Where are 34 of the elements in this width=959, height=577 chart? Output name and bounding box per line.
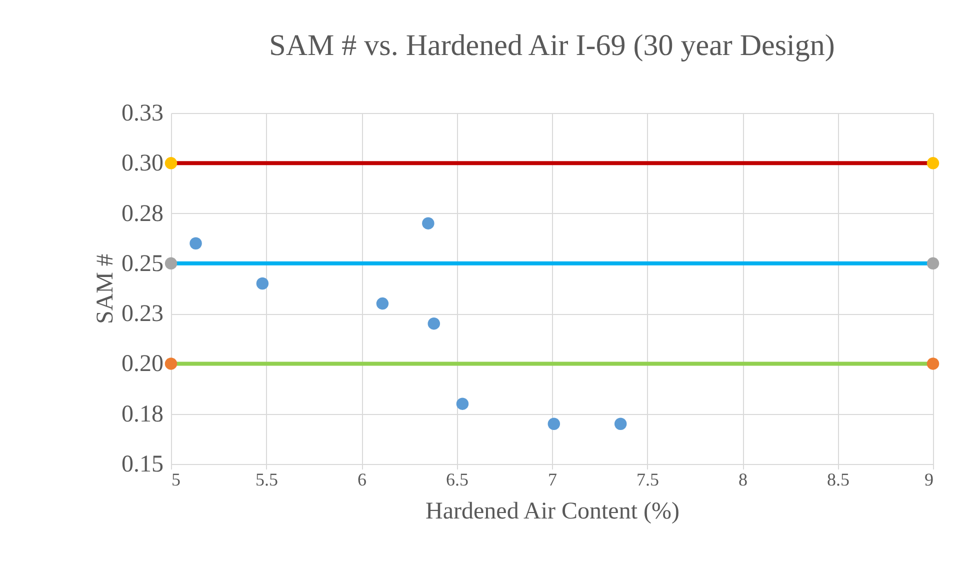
point	[256, 277, 269, 290]
point	[376, 297, 389, 310]
y-tick-label: 0.30	[122, 150, 164, 177]
y-tick-label: 0.20	[122, 351, 164, 378]
point	[548, 418, 560, 430]
point	[422, 217, 434, 230]
point	[456, 398, 469, 410]
x-tick-label: 7	[548, 470, 557, 490]
x-tick-label: 9	[924, 470, 934, 490]
point	[926, 257, 940, 270]
point	[428, 317, 440, 330]
x-tick-label: 8	[738, 470, 748, 490]
y-tick-label: 0.18	[122, 401, 164, 428]
x-tick-label: 6.5	[446, 470, 468, 490]
y-tick-label: 0.28	[122, 200, 164, 227]
point	[614, 418, 627, 430]
point	[164, 257, 178, 270]
y-tick-label: 0.23	[122, 301, 164, 328]
point	[926, 358, 940, 370]
point	[164, 358, 178, 370]
y-axis-title: SAM #	[92, 254, 118, 324]
point	[926, 157, 940, 170]
point	[190, 237, 202, 250]
x-tick-label: 5	[172, 470, 180, 490]
x-tick-label: 5.5	[256, 470, 278, 490]
y-tick-label: 0.15	[122, 452, 164, 478]
y-tick-label: 0.33	[122, 100, 164, 126]
x-tick-label: 6	[358, 470, 366, 490]
chart-title: SAM # vs. Hardened Air I-69 (30 year Design)	[269, 29, 835, 62]
y-tick-label: 0.25	[122, 250, 164, 277]
point	[164, 157, 178, 170]
x-tick-label: 8.5	[827, 470, 850, 490]
x-tick-label: 7.5	[636, 470, 659, 490]
x-axis-title: Hardened Air Content (%)	[426, 498, 680, 524]
